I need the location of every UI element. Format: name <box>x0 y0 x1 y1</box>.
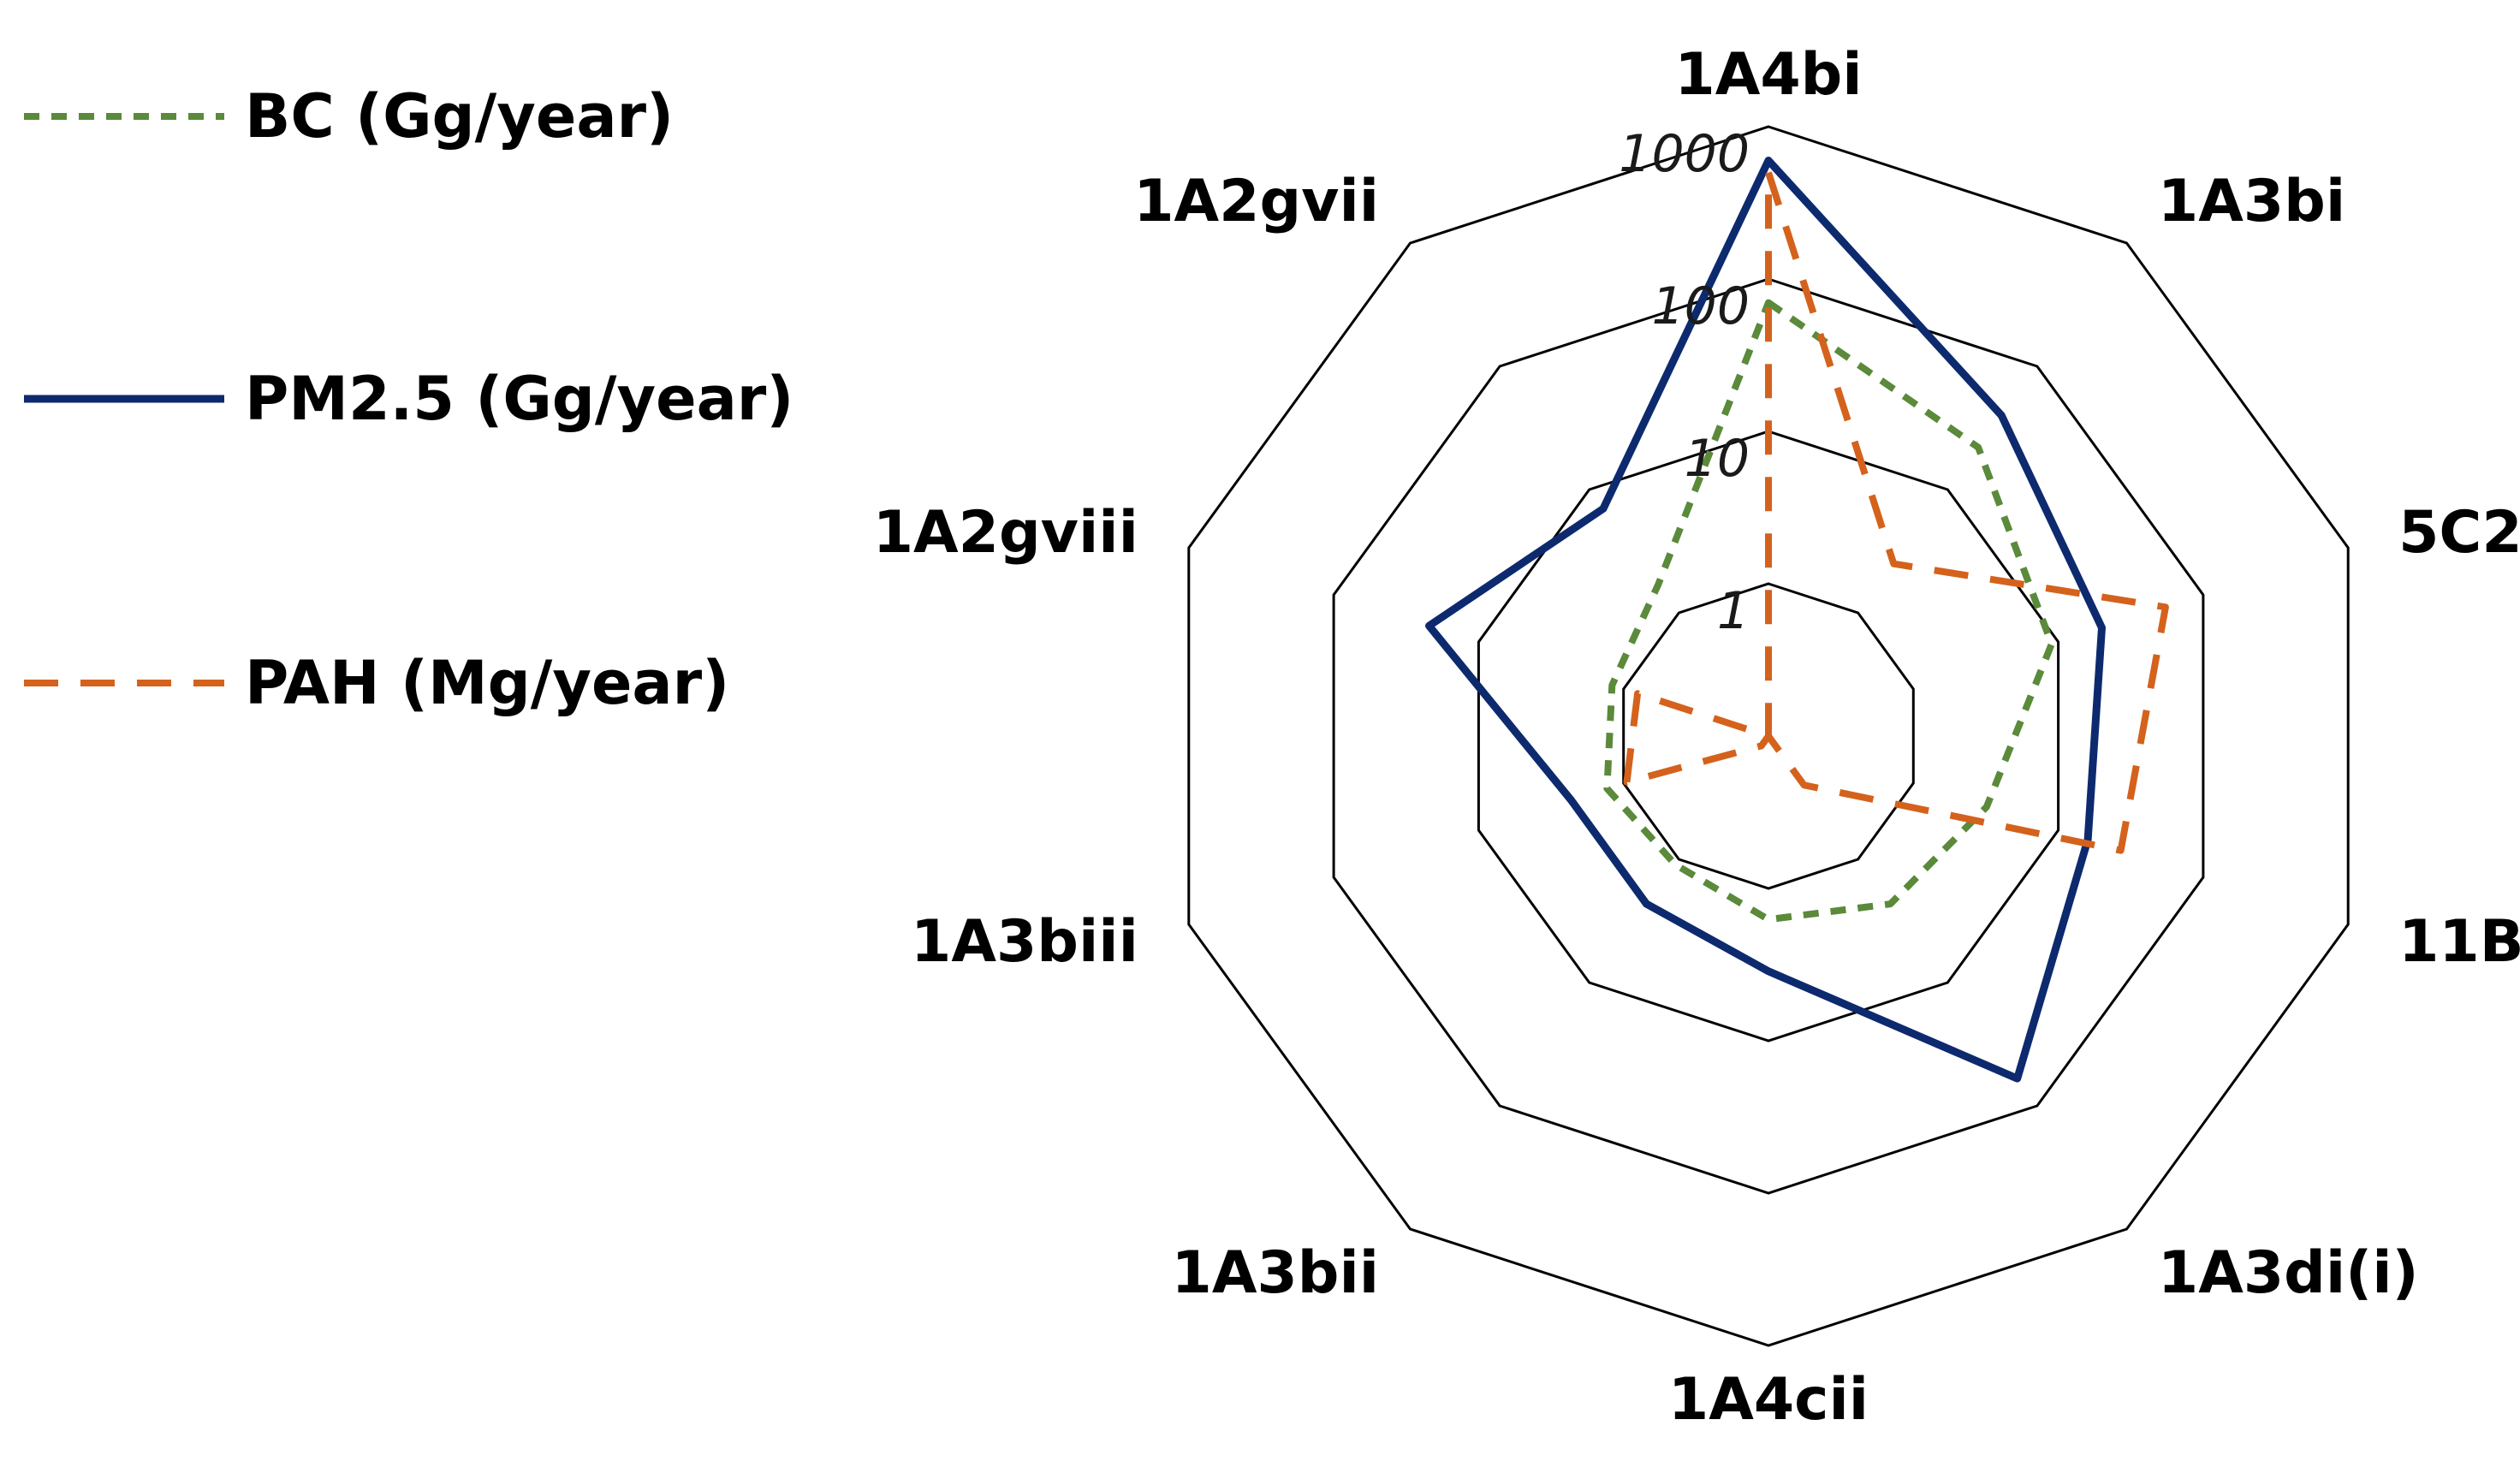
tick-label: 10 <box>1685 429 1750 489</box>
grid-ring-10 <box>1477 430 2060 1042</box>
category-label: 11B <box>2398 908 2520 976</box>
category-label: 1A2gvii <box>1133 168 1379 235</box>
grid-ring-1 <box>1622 582 1915 890</box>
legend-label: PM2.5 (Gg/year) <box>245 364 793 434</box>
radar-series <box>1425 157 2169 1083</box>
radar-grid <box>1187 125 2350 1347</box>
category-label: 1A3di(i) <box>2158 1239 2419 1307</box>
legend-label: PAH (Mg/year) <box>245 648 729 718</box>
series-line-1 <box>1603 299 2055 924</box>
category-label: 1A3bi <box>2158 168 2345 235</box>
grid-ring-100 <box>1332 277 2205 1195</box>
grid-ring-1000 <box>1187 125 2350 1347</box>
tick-label: 1 <box>1717 581 1750 641</box>
category-label: 1A4bi <box>1674 41 1862 109</box>
category-label: 5C2 <box>2398 499 2520 567</box>
series-line-2 <box>1425 157 2106 1083</box>
tick-label: 1000 <box>1619 124 1750 184</box>
legend: BC (Gg/year) PM2.5 (Gg/year) PAH (Mg/year) <box>24 81 793 718</box>
category-label: 1A3bii <box>1172 1239 1380 1307</box>
legend-label: BC (Gg/year) <box>245 81 674 151</box>
tick-label: 100 <box>1651 276 1750 336</box>
category-label: 1A4cii <box>1668 1366 1869 1434</box>
category-labels: 1A4bi 1A3bi 5C2 11B 1A3di(i) 1A4cii 1A3bii 1A3b… <box>873 41 2520 1434</box>
series-line-3 <box>1623 169 2169 854</box>
category-label: 1A2gviii <box>873 499 1138 567</box>
category-label: 1A3biii <box>911 908 1138 976</box>
tick-labels: 1 10 100 1000 <box>1619 124 1750 641</box>
